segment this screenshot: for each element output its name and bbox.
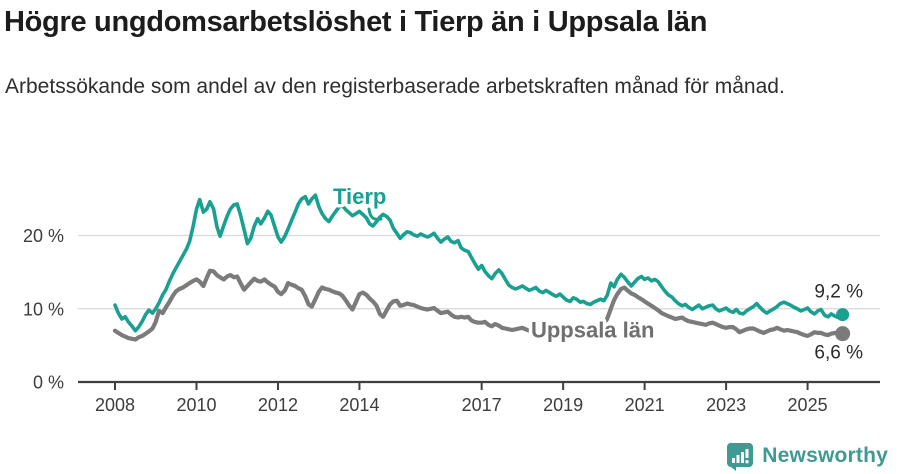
chart-subtitle: Arbetssökande som andel av den registerb… bbox=[5, 75, 785, 98]
series-label-uppsala-län: Uppsala län bbox=[531, 317, 654, 342]
annotations: Tierp Uppsala län bbox=[329, 181, 657, 346]
series-end-value: 6,6 % bbox=[814, 343, 863, 364]
x-tick-label: 2010 bbox=[176, 395, 216, 415]
x-axis: 2008 2010 2012 2014 2017 2019 2021 2023 2025 bbox=[78, 380, 880, 415]
tierp-arrow-icon bbox=[367, 207, 383, 221]
chart-title: Högre ungdomsarbetslöshet i Tierp än i U… bbox=[4, 6, 708, 38]
y-tick-label: 0 % bbox=[33, 373, 64, 393]
data-series: 9,2 % 6,6 % bbox=[112, 193, 863, 364]
x-tick-label: 2021 bbox=[625, 395, 665, 415]
newsworthy-logo-icon bbox=[727, 442, 754, 471]
brand-footer: Newsworthy bbox=[725, 441, 888, 471]
x-tick-label: 2025 bbox=[788, 395, 828, 415]
series-label-tierp: Tierp bbox=[333, 184, 386, 209]
series-end-dot bbox=[835, 326, 851, 342]
series-line-tierp bbox=[113, 193, 845, 333]
series-end-value: 9,2 % bbox=[814, 282, 863, 303]
y-tick-label: 10 % bbox=[23, 299, 64, 319]
x-tick-label: 2014 bbox=[339, 395, 379, 415]
x-tick-label: 2019 bbox=[543, 395, 583, 415]
series-line-uppsala-län bbox=[112, 268, 845, 342]
gridlines: 0 % 10 % 20 % bbox=[23, 226, 880, 393]
x-tick-label: 2017 bbox=[462, 395, 502, 415]
x-tick-label: 2012 bbox=[258, 395, 298, 415]
x-tick-label: 2008 bbox=[95, 395, 135, 415]
x-tick-label: 2023 bbox=[706, 395, 746, 415]
brand-name: Newsworthy bbox=[762, 444, 888, 467]
series-end-dot bbox=[836, 308, 850, 322]
y-tick-label: 20 % bbox=[23, 226, 64, 246]
